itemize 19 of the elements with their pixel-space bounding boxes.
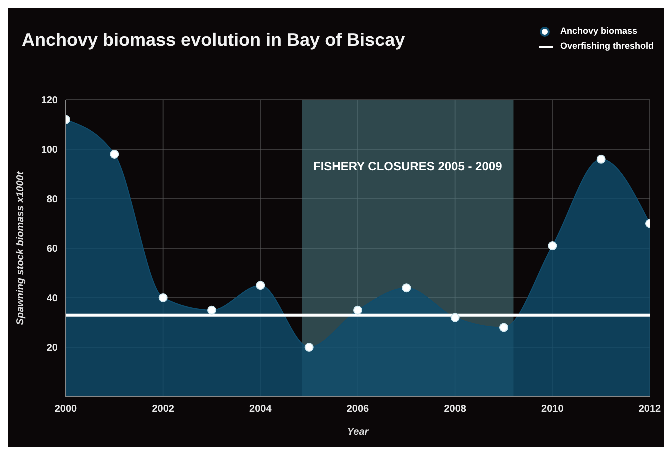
y-tick-label: 40 bbox=[46, 294, 58, 305]
legend-label: Overfishing threshold bbox=[560, 40, 654, 53]
legend-label: Anchovy biomass bbox=[560, 25, 638, 38]
y-tick-label: 100 bbox=[41, 145, 58, 156]
y-axis-title: Spawning stock biomass x1000t bbox=[16, 171, 27, 326]
x-tick-label: 2002 bbox=[152, 404, 175, 416]
x-tick-label: 2010 bbox=[542, 404, 564, 416]
y-tick-label: 120 bbox=[41, 96, 58, 107]
y-tick-label: 80 bbox=[46, 194, 58, 206]
y-tick-label: 20 bbox=[46, 343, 58, 354]
x-tick-label: 2006 bbox=[346, 404, 370, 416]
x-tick-label: 2000 bbox=[54, 404, 78, 416]
y-tick-label: 60 bbox=[46, 244, 58, 256]
chart-title: Anchovy biomass evolution in Bay of Biscay bbox=[22, 30, 406, 51]
x-tick-label: 2012 bbox=[638, 404, 662, 416]
x-tick-label: 2008 bbox=[444, 404, 467, 416]
x-tick-label: 2004 bbox=[250, 404, 272, 416]
band-label: FISHERY CLOSURES 2005 - 2009 bbox=[314, 160, 503, 174]
x-axis-title: Year bbox=[347, 427, 370, 438]
